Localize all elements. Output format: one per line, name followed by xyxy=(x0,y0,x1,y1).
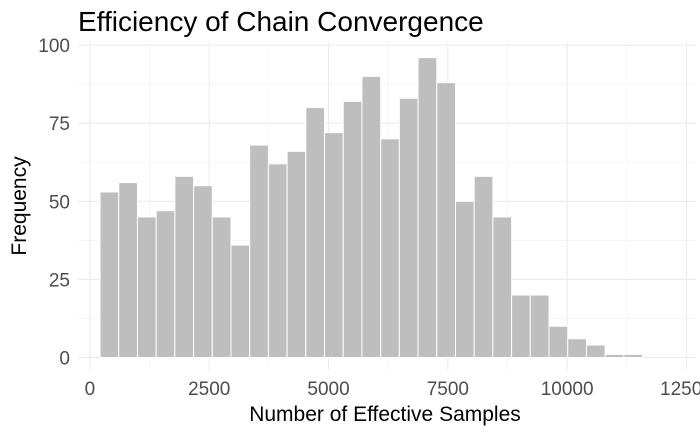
histogram-bar xyxy=(436,82,456,359)
histogram-bar xyxy=(99,191,120,359)
x-tick-labels: 0 2500 5000 7500 10000 12500 xyxy=(85,379,700,400)
histogram-bar xyxy=(267,163,288,359)
y-tick-label: 25 xyxy=(49,270,70,291)
histogram-bar xyxy=(286,150,307,359)
y-tick-labels: 0 25 50 75 100 xyxy=(38,36,70,369)
histogram-bar xyxy=(604,353,625,359)
x-tick-label: 12500 xyxy=(660,379,700,400)
bars-layer xyxy=(99,57,644,359)
histogram-bar xyxy=(305,107,326,359)
histogram-bar xyxy=(567,338,587,359)
histogram-bar xyxy=(417,57,438,359)
histogram-bar xyxy=(193,185,213,359)
histogram-bar xyxy=(529,294,550,359)
histogram-bar xyxy=(211,216,232,359)
histogram-bar xyxy=(342,100,363,359)
histogram-bar xyxy=(454,200,475,359)
x-tick-label: 7500 xyxy=(427,379,469,400)
histogram-bar xyxy=(249,144,269,359)
histogram-bar xyxy=(511,294,531,359)
histogram-bar xyxy=(136,216,157,359)
histogram-bar xyxy=(473,175,494,359)
histogram-bar xyxy=(380,138,400,359)
x-tick-label: 2500 xyxy=(188,379,230,400)
histogram-bar xyxy=(324,132,344,359)
histogram-bar xyxy=(174,175,195,359)
histogram-bar xyxy=(548,325,569,359)
histogram-bar xyxy=(623,353,644,359)
histogram-bar xyxy=(230,244,251,359)
histogram-bar xyxy=(155,210,176,359)
y-tick-label: 75 xyxy=(49,114,70,135)
y-tick-label: 100 xyxy=(38,36,70,57)
histogram-bar xyxy=(585,344,606,359)
x-axis-label: Number of Effective Samples xyxy=(249,403,521,426)
x-tick-label: 5000 xyxy=(307,379,349,400)
x-tick-label: 10000 xyxy=(541,379,594,400)
y-tick-label: 0 xyxy=(59,349,70,370)
y-tick-label: 50 xyxy=(49,192,70,213)
x-tick-label: 0 xyxy=(85,379,96,400)
y-axis-label: Frequency xyxy=(8,156,31,256)
histogram-bar xyxy=(398,97,419,359)
histogram-bar xyxy=(361,75,382,359)
chart-title: Efficiency of Chain Convergence xyxy=(78,6,484,37)
histogram-bar xyxy=(492,216,513,359)
histogram-bar xyxy=(118,182,138,359)
